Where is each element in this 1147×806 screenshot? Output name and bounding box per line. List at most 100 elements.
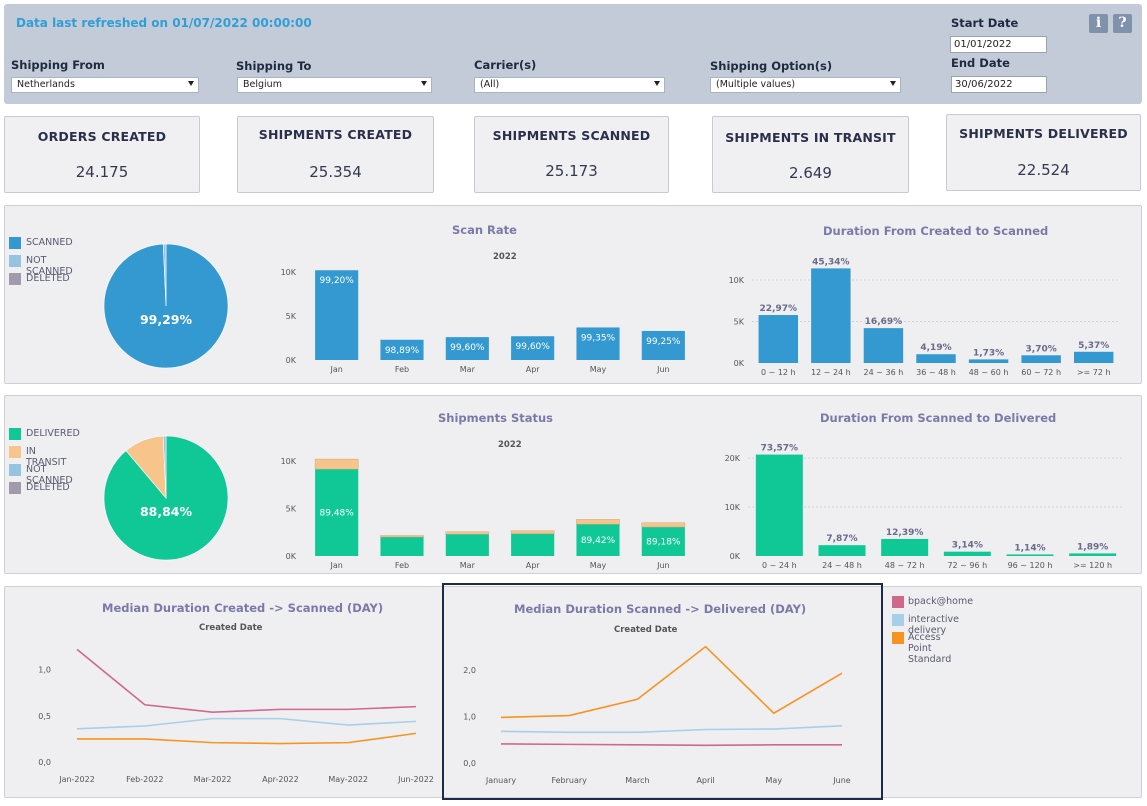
legend-label: DELETED <box>26 273 70 284</box>
kpi-title: ORDERS CREATED <box>37 129 167 144</box>
end-date-input[interactable]: 30/06/2022 <box>951 76 1047 93</box>
pie-label: 88,84% <box>140 504 193 519</box>
kpi-shipments-scanned: SHIPMENTS SCANNED 25.173 <box>474 116 669 193</box>
x-tick-label: Feb <box>395 561 409 570</box>
filter-label-shipping-from: Shipping From <box>11 58 105 72</box>
created-to-scanned-chart[interactable]: 0K 5K 10K 22,97% 0 ~ 12 h 45,34% 12 ~ 24 h 16,6… <box>726 250 1126 380</box>
kpi-orders-created: ORDERS CREATED 24.175 <box>4 116 200 193</box>
shipping-from-select[interactable]: Netherlands <box>11 77 199 93</box>
shipping-options-select[interactable]: (Multiple values) <box>710 77 901 93</box>
series-line <box>76 648 417 713</box>
filter-label-shipping-options: Shipping Option(s) <box>710 59 833 73</box>
kpi-value: 25.173 <box>545 162 598 180</box>
y-tick-label: 0,5 <box>38 712 51 721</box>
bar <box>380 537 424 556</box>
series-line <box>76 717 417 730</box>
chart-title-shipments-status: Shipments Status <box>438 411 554 425</box>
legend-swatch <box>9 428 21 440</box>
help-icon[interactable]: ? <box>1113 14 1132 33</box>
chart-title-scanned-to-delivered: Duration From Scanned to Delivered <box>820 411 1057 425</box>
y-tick-label: 5K <box>734 318 745 327</box>
x-tick-label: Jun-2022 <box>397 775 434 784</box>
y-tick-label: 0K <box>734 359 745 368</box>
bar <box>863 328 904 363</box>
x-tick-label: May-2022 <box>328 775 368 784</box>
bar <box>511 336 555 360</box>
bar <box>758 315 798 363</box>
y-tick-label: 10K <box>725 503 741 512</box>
chart-title-created-to-scanned: Duration From Created to Scanned <box>823 224 1049 238</box>
legend-swatch <box>9 464 21 476</box>
x-tick-label: March <box>625 776 649 785</box>
chevron-down-icon <box>421 81 427 86</box>
x-tick-label: Jan <box>329 365 342 374</box>
legend-label: NOT SCANNED <box>26 255 73 277</box>
shipping-to-value: Belgium <box>243 79 282 90</box>
bar <box>1074 351 1114 363</box>
median-created-scanned-chart[interactable]: 0,0 0,5 1,0 Jan-2022 Feb-2022 Mar-2022 Apr-202… <box>20 632 440 790</box>
bar <box>881 538 929 556</box>
legend-label: DELETED <box>26 482 70 493</box>
scanned-to-delivered-chart[interactable]: 0K 10K 20K 73,57% 0 ~ 24 h 7,87% 24 ~ 48 h 12,3… <box>722 436 1132 572</box>
x-tick-label: Mar <box>460 561 476 570</box>
bar <box>445 337 489 360</box>
carriers-select[interactable]: (All) <box>474 77 665 93</box>
x-tick-label: Jun <box>656 561 670 570</box>
median-scanned-delivered-chart[interactable]: 0,0 1,0 2,0 January February March April May Jun… <box>452 632 877 792</box>
x-tick-label: 72 ~ 96 h <box>947 561 987 570</box>
bar <box>576 524 620 556</box>
shipping-to-select[interactable]: Belgium <box>237 77 432 93</box>
end-date-label: End Date <box>951 56 1010 70</box>
x-tick-label: 12 ~ 24 h <box>811 368 851 377</box>
y-tick-label: 10K <box>281 268 297 277</box>
bar <box>1021 355 1061 363</box>
kpi-title: SHIPMENTS DELIVERED <box>959 126 1128 141</box>
x-tick-label: May <box>590 561 607 570</box>
series-line <box>500 645 843 719</box>
shipments-status-chart[interactable]: 0K 5K 10K 89,48% Jan Feb Mar Apr 89,42% May 89,18%… <box>280 450 700 572</box>
kpi-value: 2.649 <box>789 164 832 182</box>
chart-title-median-scanned-delivered: Median Duration Scanned -> Delivered (DA… <box>514 602 807 616</box>
filter-label-shipping-to: Shipping To <box>236 59 312 73</box>
bar <box>641 527 685 556</box>
start-date-label: Start Date <box>951 16 1019 30</box>
x-tick-label: June <box>832 776 851 785</box>
median-panel <box>4 586 1142 798</box>
data-label: 99,35% <box>581 333 616 343</box>
legend-swatch <box>892 596 904 608</box>
legend-swatch <box>9 446 21 458</box>
x-tick-label: 60 ~ 72 h <box>1021 368 1061 377</box>
bar <box>380 535 424 538</box>
bar <box>510 530 555 534</box>
x-tick-label: February <box>551 776 587 785</box>
data-label: 4,19% <box>920 343 951 353</box>
chevron-down-icon <box>654 81 660 86</box>
filter-label-carriers: Carrier(s) <box>474 58 537 72</box>
legend-label: IN TRANSIT <box>26 446 67 468</box>
data-label: 1,14% <box>1014 543 1045 553</box>
x-tick-label: January <box>485 776 517 785</box>
y-tick-label: 1,0 <box>463 712 476 721</box>
delivered-pie-chart[interactable]: 88,84% <box>100 432 232 564</box>
scan-pie-chart[interactable]: 99,29% <box>100 240 232 372</box>
chart-title-scan-rate: Scan Rate <box>452 223 517 237</box>
legend-label: DELIVERED <box>26 428 80 439</box>
bar <box>511 533 555 556</box>
kpi-value: 25.354 <box>309 163 362 181</box>
data-label: 5,37% <box>1078 341 1109 351</box>
data-label: 1,89% <box>1077 542 1108 552</box>
legend-label: SCANNED <box>26 237 73 248</box>
data-label: 1,73% <box>973 348 1004 358</box>
bar <box>576 519 620 525</box>
pie-label: 99,29% <box>140 312 193 327</box>
legend-label: interactive delivery <box>908 614 960 636</box>
bar <box>445 534 489 556</box>
bar <box>1006 554 1054 556</box>
x-tick-label: Mar <box>460 365 476 374</box>
info-icon[interactable]: i <box>1089 14 1108 33</box>
legend-swatch <box>9 237 21 249</box>
chart-subtitle-created-date: Created Date <box>614 625 678 635</box>
start-date-input[interactable]: 01/01/2022 <box>950 36 1047 53</box>
scan-rate-chart[interactable]: 0K 5K 10K 99,20% Jan 98,89% Feb 99,60% Mar 99,60%… <box>280 262 700 378</box>
selected-chart-frame[interactable] <box>442 583 883 800</box>
